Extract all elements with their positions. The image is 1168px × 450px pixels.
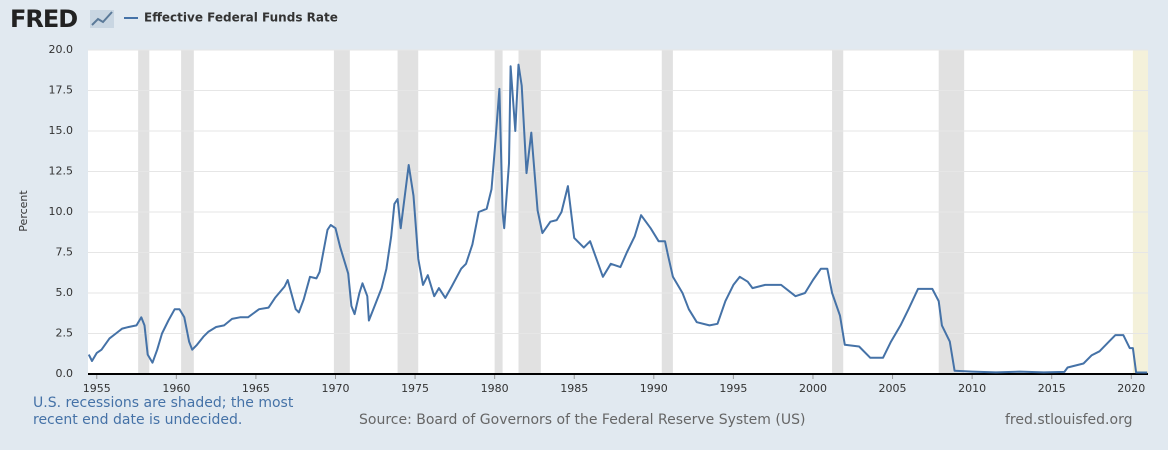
- x-tick-label: 2015: [1038, 382, 1066, 395]
- y-tick-label: 10.0: [49, 205, 74, 218]
- y-tick-label: 2.5: [56, 327, 74, 340]
- y-tick-label: 12.5: [49, 165, 74, 178]
- x-tick-label: 1970: [321, 382, 349, 395]
- y-tick-label: 0.0: [56, 367, 74, 380]
- x-tick-label: 2020: [1117, 382, 1145, 395]
- x-tick-label: 2010: [958, 382, 986, 395]
- y-tick-label: 7.5: [56, 246, 74, 259]
- y-axis-label: Percent: [17, 190, 30, 232]
- x-tick-label: 2005: [879, 382, 907, 395]
- source: Source: Board of Governors of the Federa…: [359, 412, 806, 428]
- x-tick-label: 1995: [719, 382, 747, 395]
- y-tick-label: 5.0: [56, 286, 74, 299]
- x-tick-label: 1955: [83, 382, 111, 395]
- y-tick-label: 20.0: [49, 43, 74, 56]
- series-line: [87, 63, 1148, 374]
- x-tick-label: 1975: [401, 382, 429, 395]
- legend-label: Effective Federal Funds Rate: [144, 11, 338, 25]
- chart: FRED Percent 0.0 2.5 5.0 7.5 10.0 12.5 15.0 17.…: [10, 5, 1148, 395]
- y-tick-label: 15.0: [49, 124, 74, 137]
- x-tick-label: 2000: [799, 382, 827, 395]
- x-tick-label: 1965: [242, 382, 270, 395]
- site: fred.stlouisfed.org: [1005, 412, 1133, 428]
- y-tick-label: 17.5: [49, 84, 74, 97]
- logo: FRED: [10, 5, 77, 33]
- x-tick-label: 1980: [481, 382, 509, 395]
- x-tick-label: 1960: [162, 382, 190, 395]
- x-tick-label: 1985: [560, 382, 588, 395]
- logo-icon: [90, 10, 114, 28]
- recession-note: U.S. recessions are shaded; the most rec…: [33, 395, 294, 428]
- x-tick-label: 1990: [640, 382, 668, 395]
